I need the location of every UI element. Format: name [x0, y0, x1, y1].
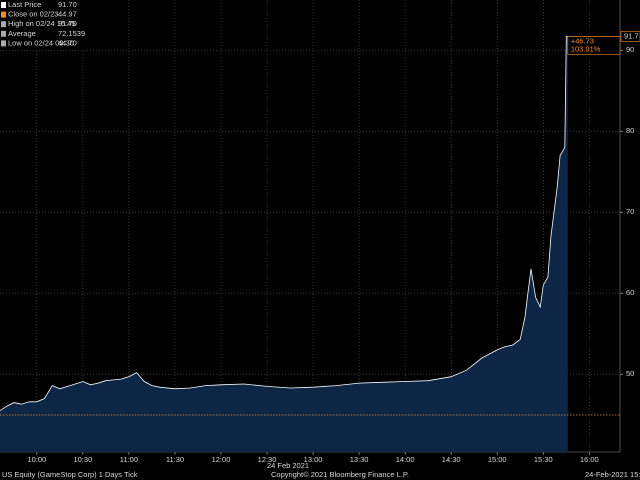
x-tick-label: 13:30	[350, 455, 369, 464]
area	[0, 36, 568, 452]
legend-label: Average	[8, 29, 36, 38]
legend-label: Last Price	[8, 0, 41, 9]
legend-value: 44.97	[58, 10, 77, 19]
legend-value: 44.70	[58, 38, 77, 47]
footer-left: US Equity (GameStop Corp) 1 Days Tick	[2, 470, 138, 479]
x-tick-label: 15:30	[534, 455, 553, 464]
legend-label: Close on 02/23	[8, 10, 58, 19]
line	[0, 36, 568, 412]
footer-right: 24-Feb-2021 15:4	[585, 470, 640, 479]
x-tick-label: 13:00	[304, 455, 323, 464]
y-tick-label: 50	[626, 369, 634, 378]
last-price-label: 91.7	[624, 31, 639, 40]
x-tick-label: 14:00	[396, 455, 415, 464]
x-tick-label: 11:30	[166, 455, 184, 464]
footer-center: Copyright© 2021 Bloomberg Finance L.P.	[271, 470, 409, 479]
legend-label: Low on 02/24 09:30	[8, 38, 74, 47]
legend-marker	[1, 40, 6, 47]
x-tick-label: 10:30	[73, 455, 92, 464]
legend-marker	[1, 11, 6, 18]
last-price-box	[620, 31, 640, 42]
legend-label: High on 02/24 15:45	[8, 19, 76, 28]
x-tick-label: 10:00	[27, 455, 46, 464]
legend-value: 72.1539	[58, 29, 85, 38]
legend-marker	[1, 21, 6, 28]
x-tick-label: 16:00	[580, 455, 599, 464]
x-tick-label: 12:00	[212, 455, 231, 464]
y-tick-label: 60	[626, 288, 634, 297]
x-tick-label: 12:30	[258, 455, 277, 464]
change-pct-label: 103.91%	[571, 44, 601, 53]
change-label: +46.73	[571, 36, 594, 45]
x-tick-label: 15:00	[488, 455, 507, 464]
x-tick-label: 14:30	[442, 455, 461, 464]
y-tick-label: 90	[626, 45, 634, 54]
legend-value: 91.70	[58, 0, 77, 9]
x-axis-label: 24 Feb 2021	[267, 461, 309, 470]
legend-bg	[0, 0, 86, 50]
y-tick-label: 70	[626, 207, 634, 216]
legend-marker	[1, 30, 6, 37]
y-tick-label: 80	[626, 126, 634, 135]
change-box	[567, 36, 621, 55]
legend-value: 91.70	[58, 19, 77, 28]
x-tick-label: 11:00	[120, 455, 138, 464]
legend-marker	[1, 2, 6, 8]
